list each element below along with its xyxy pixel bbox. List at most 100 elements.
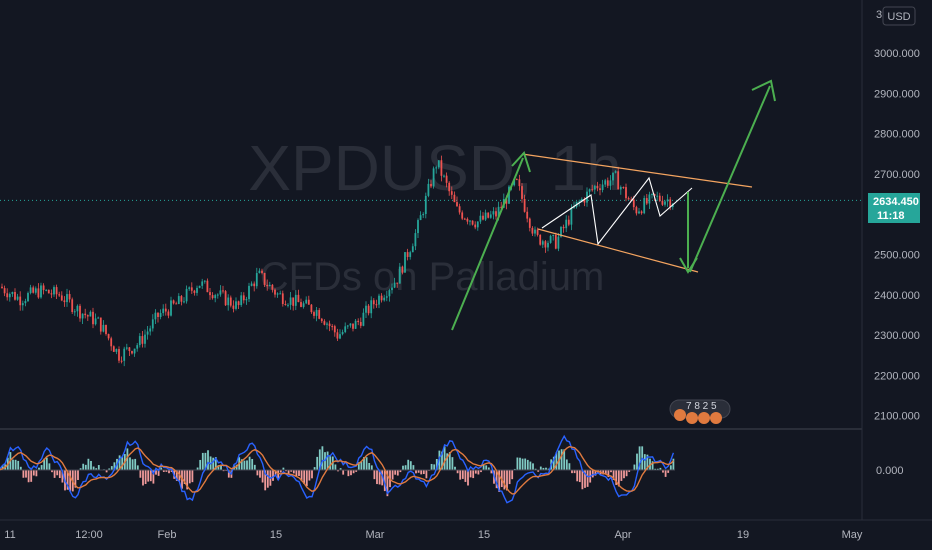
candle-body xyxy=(406,252,409,257)
candle-body xyxy=(268,284,271,287)
candle-body xyxy=(227,297,230,306)
candle-body xyxy=(591,189,594,191)
earnings-events-badge[interactable]: 7 8 2 5 xyxy=(669,399,731,424)
oscillator-histogram-bar xyxy=(402,465,404,471)
candle-body xyxy=(450,191,453,195)
candle-body xyxy=(300,302,302,307)
candle-body xyxy=(632,199,635,208)
oscillator-histogram-bar xyxy=(383,470,386,492)
oscillator-histogram-bar xyxy=(110,466,113,471)
oscillator-histogram-bar xyxy=(511,470,514,480)
oscillator-histogram-bar xyxy=(295,470,298,477)
candle-body xyxy=(544,241,547,248)
candle-body xyxy=(346,325,349,327)
candlestick-series[interactable] xyxy=(1,155,674,367)
oscillator-histogram-bar xyxy=(625,470,628,477)
candle-body xyxy=(497,206,500,217)
candle-body xyxy=(476,221,479,228)
candle-body xyxy=(68,294,71,300)
candle-body xyxy=(107,334,110,339)
oscillator-histogram-bar xyxy=(326,451,329,471)
candle-body xyxy=(188,287,191,289)
candle-body xyxy=(661,200,664,205)
event-flag-icon xyxy=(710,412,722,424)
candle-body xyxy=(398,266,401,284)
candle-body xyxy=(495,211,497,217)
oscillator-histogram-bar xyxy=(508,470,511,485)
candle-body xyxy=(515,179,518,181)
drawings[interactable] xyxy=(451,79,776,331)
price-axis[interactable]: 3000.000 2900.000 2800.000 2700.000 2500.000… xyxy=(874,48,920,423)
oscillator-histogram-bar xyxy=(136,465,139,471)
oscillator-histogram-bar xyxy=(602,470,605,475)
candle-body xyxy=(170,300,172,316)
candle-body xyxy=(180,296,183,302)
oscillator-histogram-bar xyxy=(318,449,321,471)
candle-body xyxy=(6,293,9,298)
candle-body xyxy=(92,311,94,325)
candle-body xyxy=(177,296,180,304)
candle-body xyxy=(120,360,123,362)
candle-body xyxy=(443,175,445,177)
event-badge-text: 7 8 2 5 xyxy=(686,401,717,412)
oscillator-pane[interactable] xyxy=(0,434,675,504)
oscillator-histogram-bar xyxy=(412,465,415,471)
candle-body xyxy=(154,312,157,320)
candle-body xyxy=(141,336,144,344)
candle-body xyxy=(32,287,35,293)
candle-body xyxy=(14,292,16,300)
oscillator-fast-line xyxy=(0,434,675,504)
channel-lower-line[interactable] xyxy=(537,228,699,273)
candle-body xyxy=(656,195,659,197)
oscillator-histogram-bar xyxy=(662,470,664,473)
oscillator-histogram-bar xyxy=(472,470,475,479)
oscillator-histogram-bar xyxy=(448,452,451,471)
candle-body xyxy=(76,305,79,312)
oscillator-histogram-bar xyxy=(433,464,436,471)
zigzag-pattern[interactable] xyxy=(541,176,693,246)
event-flag-icon xyxy=(674,409,686,421)
oscillator-histogram-bar xyxy=(407,459,410,471)
candle-body xyxy=(193,290,196,293)
channel-upper-line[interactable] xyxy=(521,153,753,188)
currency-badge[interactable]: USD xyxy=(882,6,916,26)
candle-body xyxy=(388,290,391,297)
oscillator-histogram-bar xyxy=(324,452,326,471)
price-axis-label: 2300.000 xyxy=(874,330,920,342)
oscillator-histogram-bar xyxy=(274,470,277,476)
candle-body xyxy=(253,283,256,287)
time-axis-label: Apr xyxy=(614,529,631,541)
oscillator-histogram-bar xyxy=(576,470,579,482)
candle-body xyxy=(263,272,266,285)
description-watermark: CFDs on Palladium xyxy=(260,255,605,299)
candle-body xyxy=(58,294,61,296)
oscillator-histogram-bar xyxy=(303,470,306,485)
time-axis[interactable]: 11 12:00 Feb 15 Mar 15 Apr 19 May xyxy=(4,529,863,541)
rally-arrow[interactable] xyxy=(451,157,524,331)
oscillator-histogram-bar xyxy=(207,450,209,471)
oscillator-histogram-bar xyxy=(396,470,399,476)
candle-body xyxy=(333,326,336,333)
candle-body xyxy=(151,319,154,329)
oscillator-histogram-bar xyxy=(92,466,95,471)
oscillator-histogram-bar xyxy=(469,470,472,478)
oscillator-histogram-bar xyxy=(95,468,98,471)
oscillator-histogram-bar xyxy=(25,470,27,478)
oscillator-histogram-bar xyxy=(667,470,670,473)
candle-body xyxy=(86,315,89,317)
oscillator-histogram-bar xyxy=(342,470,345,475)
oscillator-histogram-bar xyxy=(586,470,589,487)
candle-body xyxy=(276,293,279,295)
candle-body xyxy=(604,180,607,185)
target-arrow[interactable] xyxy=(689,85,771,273)
time-axis-label: Feb xyxy=(158,529,177,541)
oscillator-histogram-bar xyxy=(243,460,246,471)
candle-body xyxy=(664,201,666,205)
candle-body xyxy=(294,294,297,306)
candle-body xyxy=(508,186,510,204)
candle-body xyxy=(606,180,609,186)
price-axis-label: 2500.000 xyxy=(874,250,920,262)
candle-body xyxy=(370,300,373,314)
candle-body xyxy=(281,293,284,305)
